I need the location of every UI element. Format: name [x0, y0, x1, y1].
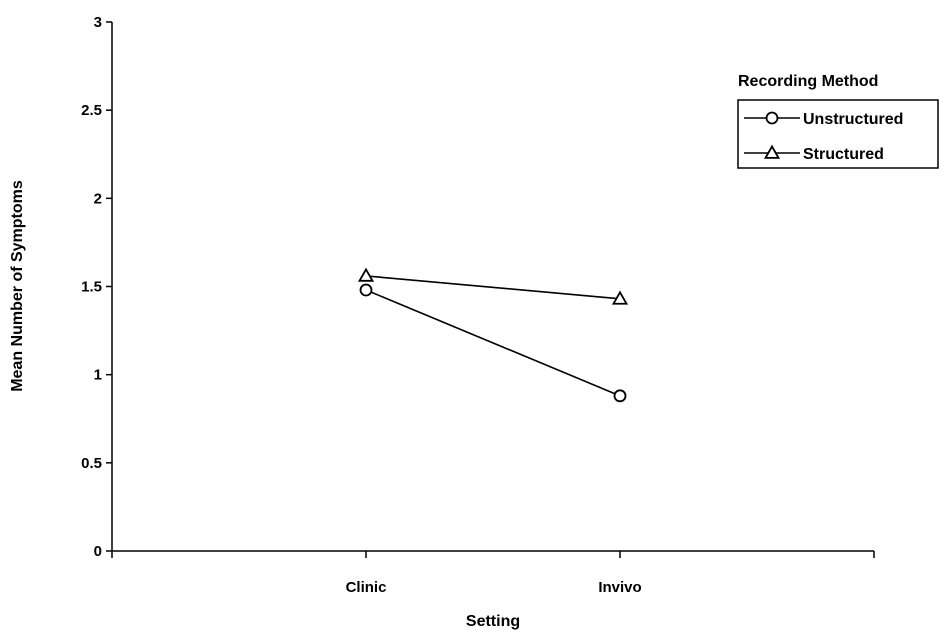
legend-box [737, 99, 939, 169]
legend-marker-unstructured [765, 111, 779, 125]
y-tick-label: 3 [94, 14, 102, 31]
x-ticks: Clinic Invivo [111, 551, 875, 596]
data-point-unstructured [359, 283, 373, 297]
y-tick-label: 1.5 [81, 279, 102, 296]
data-point-unstructured [613, 389, 627, 403]
y-tick-label: 0 [94, 543, 102, 560]
y-axis-title: Mean Number of Symptoms [9, 180, 26, 392]
legend-marker-structured [763, 144, 781, 159]
series-line-unstructured [365, 289, 621, 397]
legend-label-structured: Structured [803, 146, 884, 163]
y-tick-label: 0.5 [81, 455, 102, 472]
data-point-structured [357, 267, 375, 282]
y-tick-label: 2.5 [81, 102, 102, 119]
legend: Recording Method Unstructured Structured [737, 73, 939, 169]
legend-label-unstructured: Unstructured [803, 111, 903, 128]
y-tick-label: 1 [94, 367, 102, 384]
data-point-structured [611, 290, 629, 305]
y-ticks: 0 0.5 1 1.5 2 2.5 3 [81, 14, 112, 560]
series-line-structured [365, 275, 621, 300]
axes [111, 22, 874, 552]
series-layer [357, 267, 629, 403]
y-tick-label: 2 [94, 190, 102, 207]
x-tick-label: Clinic [346, 579, 387, 596]
x-axis-title: Setting [466, 613, 520, 630]
x-tick-label: Invivo [598, 579, 641, 596]
legend-title: Recording Method [738, 73, 878, 90]
